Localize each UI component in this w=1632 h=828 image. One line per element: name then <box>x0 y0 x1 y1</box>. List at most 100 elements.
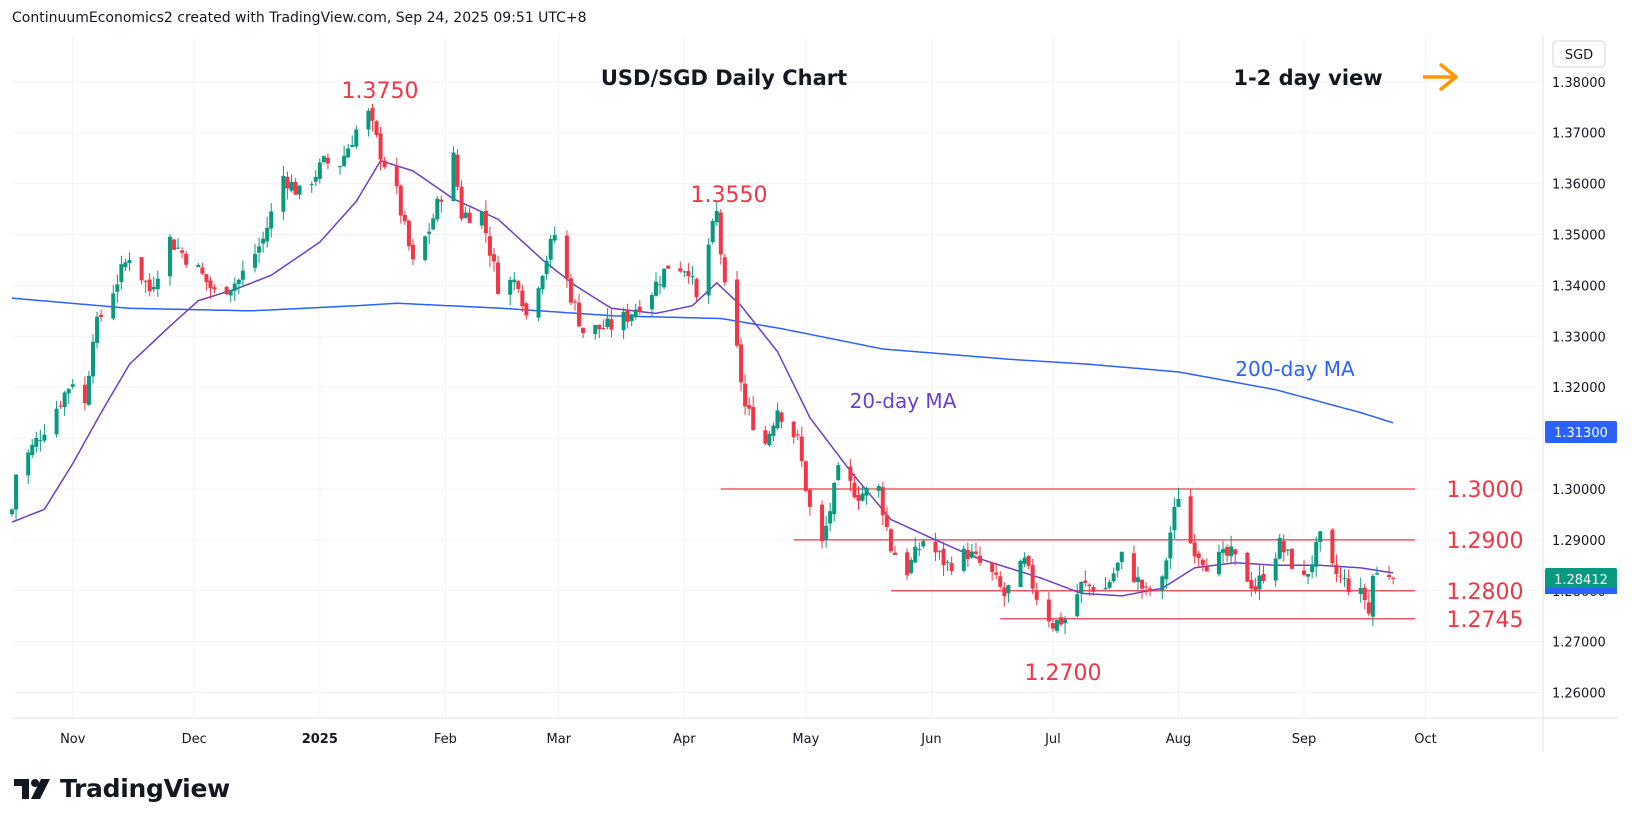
candle-body <box>1285 549 1290 551</box>
candle-body <box>852 482 857 498</box>
ma200-label: 200-day MA <box>1235 357 1355 381</box>
tradingview-logo-icon <box>14 778 50 799</box>
candle-body <box>1172 506 1177 531</box>
chart-credit: ContinuumEconomics2 created with Trading… <box>12 10 587 26</box>
candle-body <box>479 212 484 226</box>
candle-body <box>581 327 586 334</box>
candle-body <box>913 546 918 563</box>
candle-body <box>111 293 116 319</box>
candle-body <box>1310 564 1315 573</box>
candle-body <box>496 262 501 294</box>
candle-body <box>281 175 286 212</box>
candle-body <box>961 548 966 571</box>
candle-body <box>236 279 241 284</box>
candle-body <box>1054 620 1059 631</box>
candle-body <box>536 288 541 318</box>
y-tick-label: 1.37000 <box>1552 127 1606 142</box>
candle-body <box>520 290 525 307</box>
candle-body <box>423 236 428 260</box>
candle-body <box>990 562 995 572</box>
ma20-layer <box>11 159 1394 597</box>
candle-body <box>941 548 946 566</box>
candle-body <box>1306 574 1311 577</box>
candle-body <box>945 562 950 564</box>
candle-body <box>1225 547 1230 556</box>
currency-button[interactable]: SGD <box>1552 40 1606 68</box>
candle-body <box>119 264 124 283</box>
candle-body <box>212 287 217 290</box>
candle-body <box>431 218 436 230</box>
candle-body <box>973 551 978 554</box>
last-price-value: 1.28412 <box>1554 573 1608 588</box>
right-arrow-icon <box>1423 62 1458 92</box>
candle-body <box>147 279 152 292</box>
ma200-price-tag: 1.31300 <box>1545 421 1617 443</box>
x-tick-label: Dec <box>182 732 207 747</box>
candle-body <box>54 408 59 435</box>
candle-body <box>1314 541 1319 567</box>
candle-body <box>860 493 865 501</box>
chart-title: USD/SGD Daily Chart <box>601 66 847 90</box>
candle-body <box>856 495 861 501</box>
candle-body <box>240 270 245 280</box>
view-label: 1-2 day view <box>1233 66 1382 90</box>
candle-body <box>917 548 922 550</box>
candle-body <box>848 466 853 481</box>
candle-body <box>1245 552 1250 582</box>
y-tick-label: 1.30000 <box>1552 483 1606 498</box>
y-tick-label: 1.33000 <box>1552 330 1606 345</box>
candle-body <box>410 244 415 260</box>
candle-body <box>483 210 488 234</box>
y-tick-label: 1.36000 <box>1552 178 1606 193</box>
candle-body <box>978 555 983 563</box>
candle-body <box>828 511 833 524</box>
candle-body <box>771 425 776 436</box>
candle-body <box>269 211 274 229</box>
y-axis: 1.38000 1.37000 1.36000 1.35000 1.34000 1.330… <box>1552 76 1606 702</box>
candle-body <box>402 214 407 222</box>
candle-body <box>637 306 642 313</box>
candle-body <box>937 551 942 553</box>
y-tick-label: 1.35000 <box>1552 228 1606 243</box>
x-tick-label: Feb <box>434 732 457 747</box>
candle-body <box>42 434 47 441</box>
candle-body <box>706 244 711 296</box>
candle-body <box>139 257 144 281</box>
candle-body <box>1391 577 1396 579</box>
candle-body <box>905 552 910 576</box>
candle-body <box>791 421 796 438</box>
candle-body <box>803 461 808 491</box>
candle-body <box>224 286 229 295</box>
candle-body <box>1083 580 1088 583</box>
candle-body <box>155 278 160 290</box>
candle-body <box>14 474 19 510</box>
candle-body <box>795 434 800 436</box>
candle-body <box>714 211 719 223</box>
support-resistance-lines <box>720 488 1415 620</box>
candle-body <box>1346 578 1351 593</box>
candle-body <box>1204 566 1209 572</box>
candle-body <box>1140 579 1145 589</box>
candle-body <box>467 212 472 224</box>
level-label: 1.2900 <box>1447 529 1524 554</box>
candle-body <box>763 430 768 444</box>
ma200-layer <box>11 297 1394 424</box>
candle-body <box>86 375 91 405</box>
candle-body <box>747 404 752 409</box>
candle-body <box>1273 558 1278 581</box>
candle-body <box>609 319 614 330</box>
candle-body <box>682 271 687 273</box>
candle-body <box>1277 538 1282 559</box>
candle-body <box>1160 576 1165 591</box>
candles-layer <box>10 103 1396 635</box>
candle-body <box>1111 573 1116 582</box>
candle-body <box>662 268 667 288</box>
candle-body <box>1131 553 1136 582</box>
candle-body <box>722 257 727 283</box>
x-tick-label: May <box>792 732 819 747</box>
candle-body <box>1318 531 1323 543</box>
candle-body <box>597 324 602 330</box>
candle-body <box>832 482 837 515</box>
candle-body <box>204 274 209 282</box>
